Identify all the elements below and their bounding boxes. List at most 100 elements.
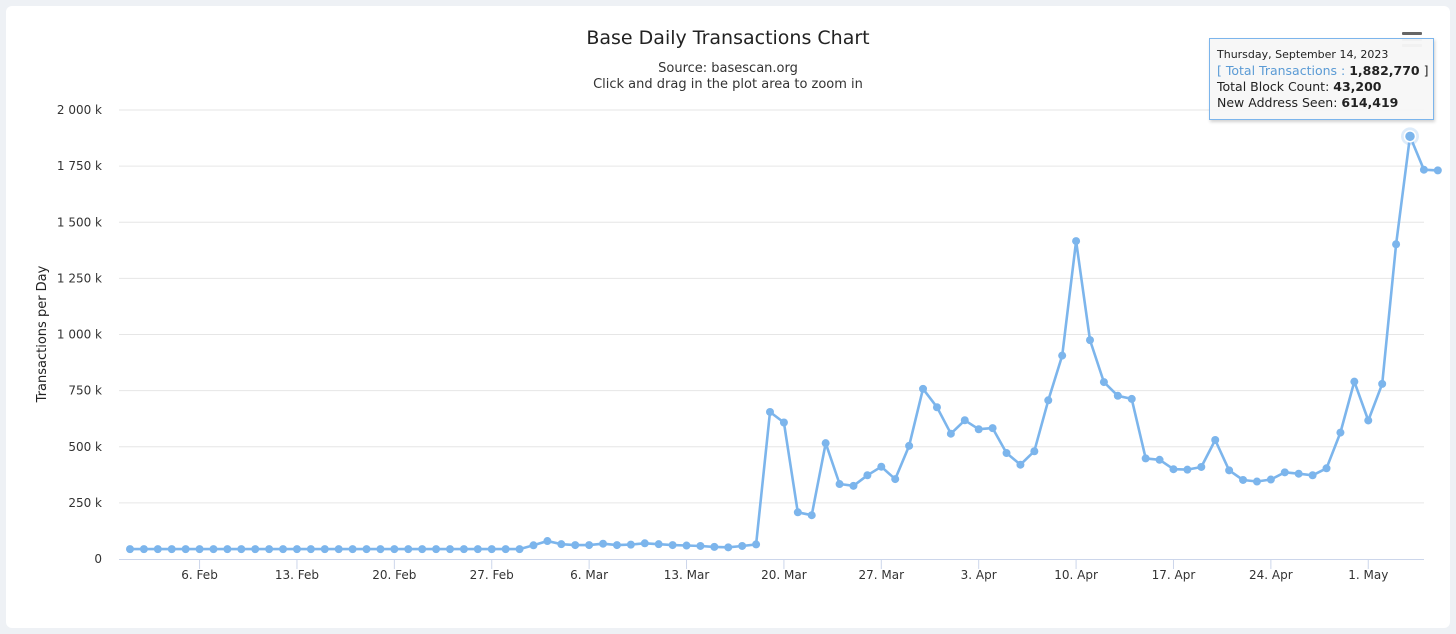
- tooltip-address-label: New Address Seen:: [1217, 95, 1342, 110]
- data-point: [1294, 469, 1303, 478]
- data-point: [1322, 464, 1331, 473]
- data-point: [1141, 454, 1150, 463]
- tooltip-bracket-open: [: [1217, 63, 1226, 78]
- y-tick-label: 750 k: [68, 384, 102, 398]
- data-point: [529, 541, 538, 550]
- data-point: [793, 508, 802, 517]
- x-tick-label: 1. May: [1348, 568, 1388, 582]
- chart-subtitle: Source: basescan.org: [658, 61, 798, 76]
- data-point: [905, 441, 914, 450]
- data-point: [139, 545, 148, 554]
- data-point: [362, 545, 371, 554]
- data-point: [1030, 447, 1039, 456]
- x-tick-label: 13. Feb: [275, 568, 319, 582]
- data-point: [265, 545, 274, 554]
- x-tick-label: 6. Mar: [570, 568, 608, 582]
- data-point: [1336, 428, 1345, 437]
- data-point: [585, 541, 594, 550]
- data-point: [1113, 391, 1122, 400]
- data-point: [473, 545, 482, 554]
- hover-point: [1403, 130, 1417, 143]
- x-tick-label: 13. Mar: [664, 568, 710, 582]
- data-point: [1016, 460, 1025, 469]
- tooltip-row-total: [ Total Transactions : 1,882,770 ]: [1217, 63, 1428, 79]
- data-point: [946, 429, 955, 438]
- x-tick-label: 24. Apr: [1249, 568, 1293, 582]
- data-point: [1280, 468, 1289, 477]
- data-point: [1155, 455, 1164, 464]
- data-point: [376, 545, 385, 554]
- data-point: [1266, 475, 1275, 484]
- data-point: [237, 545, 246, 554]
- data-point: [654, 540, 663, 549]
- y-axis-label: Transactions per Day: [35, 265, 50, 403]
- data-point: [932, 403, 941, 412]
- data-point: [766, 407, 774, 416]
- data-point: [1378, 379, 1387, 388]
- data-point: [988, 424, 997, 433]
- data-point: [571, 541, 580, 550]
- data-point: [1002, 449, 1011, 458]
- data-point: [1099, 378, 1108, 387]
- data-point: [167, 545, 176, 554]
- data-point: [334, 545, 343, 554]
- data-point: [348, 545, 357, 554]
- data-point: [1419, 165, 1428, 174]
- data-point: [779, 418, 788, 427]
- data-point: [668, 541, 677, 550]
- data-point: [251, 545, 260, 554]
- x-tick-label: 6. Feb: [181, 568, 218, 582]
- data-point: [710, 542, 719, 551]
- data-point: [599, 539, 608, 548]
- data-point: [640, 539, 649, 548]
- data-point: [821, 439, 830, 448]
- data-point: [223, 545, 232, 554]
- data-point: [543, 537, 552, 546]
- data-point: [612, 541, 621, 550]
- data-point: [404, 545, 413, 554]
- data-point: [1364, 416, 1373, 425]
- data-point: [626, 540, 635, 549]
- tooltip-sep: :: [1337, 63, 1350, 78]
- data-point: [515, 545, 524, 554]
- data-point: [724, 543, 733, 552]
- x-tick-label: 3. Apr: [961, 568, 997, 582]
- data-point: [1044, 396, 1053, 405]
- data-point: [1058, 351, 1067, 360]
- data-point: [807, 511, 816, 520]
- data-point: [306, 545, 315, 554]
- series-line: [130, 135, 1438, 551]
- x-tick-label: 10. Apr: [1054, 568, 1098, 582]
- data-point: [1252, 477, 1261, 486]
- data-point: [877, 462, 886, 471]
- data-point: [752, 540, 761, 549]
- y-tick-label: 1 000 k: [57, 328, 102, 342]
- data-point: [891, 475, 900, 484]
- chart-tooltip: Thursday, September 14, 2023 [ Total Tra…: [1209, 38, 1434, 120]
- tooltip-date: Thursday, September 14, 2023: [1217, 48, 1389, 61]
- data-point: [418, 545, 427, 554]
- data-point: [390, 545, 399, 554]
- x-tick-label: 27. Mar: [859, 568, 905, 582]
- data-point: [292, 545, 301, 554]
- data-point: [960, 416, 969, 425]
- x-tick-label: 20. Mar: [761, 568, 807, 582]
- data-point: [432, 545, 441, 554]
- data-point: [1392, 240, 1401, 249]
- chart-zoom-hint: Click and drag in the plot area to zoom …: [593, 77, 863, 92]
- y-tick-label: 500 k: [68, 440, 102, 454]
- data-point: [835, 480, 844, 489]
- y-tick-label: 250 k: [68, 496, 102, 510]
- data-point: [1225, 466, 1234, 475]
- data-point: [195, 545, 204, 554]
- data-point: [209, 545, 218, 554]
- data-point: [738, 541, 747, 550]
- data-point: [1433, 166, 1442, 175]
- data-point: [1197, 462, 1206, 471]
- tooltip-series-label: Total Transactions: [1225, 63, 1338, 78]
- y-tick-label: 1 500 k: [57, 215, 102, 229]
- tooltip-address-value: 614,419: [1341, 95, 1399, 110]
- data-point: [1086, 336, 1094, 345]
- data-point: [1239, 475, 1248, 484]
